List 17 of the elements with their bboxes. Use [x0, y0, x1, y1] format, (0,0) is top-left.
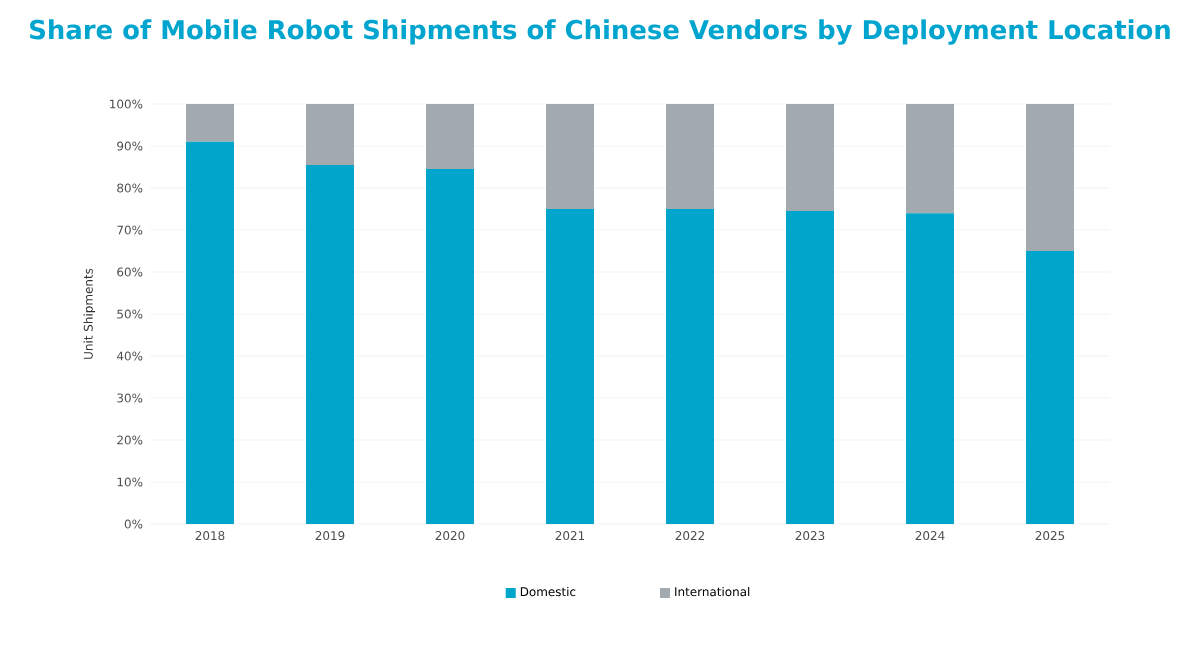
bar [786, 104, 835, 212]
bar [666, 209, 715, 524]
chart-title: Share of Mobile Robot Shipments of Chinese Vendors by Deployment Location [30, 19, 1170, 45]
bar [906, 104, 955, 214]
bar [186, 141, 234, 524]
bar [546, 209, 595, 524]
bar [426, 169, 475, 524]
bar [786, 211, 835, 524]
bar [1026, 251, 1075, 524]
bar [426, 104, 475, 170]
bar [306, 164, 355, 524]
bar [306, 104, 355, 165]
bar [906, 213, 955, 524]
bar [666, 104, 715, 209]
bar [1026, 104, 1075, 251]
bar [546, 104, 595, 209]
bar [186, 104, 234, 142]
